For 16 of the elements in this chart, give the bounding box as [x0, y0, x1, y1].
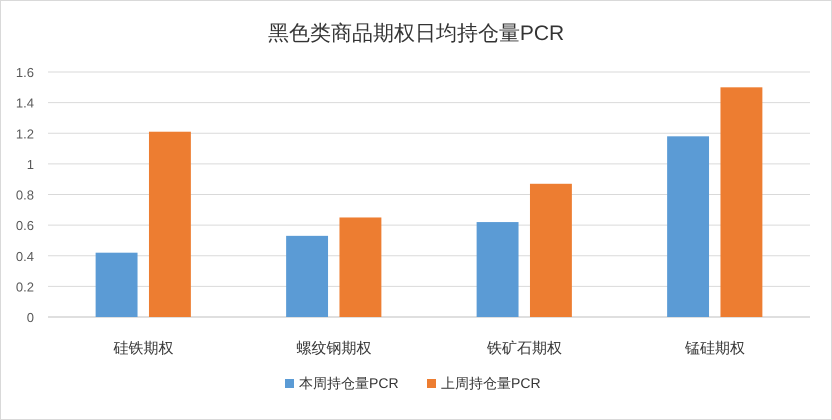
x-tick-label: 硅铁期权 — [112, 340, 174, 357]
x-tick-label: 铁矿石期权 — [486, 340, 562, 357]
y-tick-label: 1.4 — [16, 96, 34, 111]
legend-label: 本周持仓量PCR — [299, 375, 399, 391]
x-tick-label: 锰硅期权 — [684, 340, 745, 357]
legend-label: 上周持仓量PCR — [441, 375, 541, 391]
title: 黑色类商品期权日均持仓量PCR — [268, 22, 564, 45]
y-tick-label: 0.6 — [16, 218, 34, 234]
y-tick-label: 1.6 — [16, 65, 34, 80]
y-tick-label: 0.8 — [16, 188, 34, 202]
y-tick-label: 0.4 — [16, 248, 34, 264]
y-tick-label: 1 — [26, 156, 34, 172]
x-tick-label: 螺纹钢期权 — [296, 340, 372, 357]
y-tick-label: 0 — [26, 310, 34, 325]
y-tick-label: 0.2 — [16, 279, 34, 294]
y-tick-label: 1.2 — [16, 126, 34, 142]
